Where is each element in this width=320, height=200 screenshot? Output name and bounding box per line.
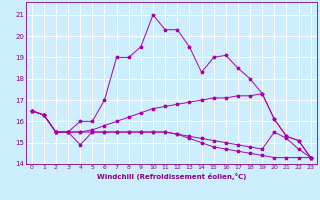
X-axis label: Windchill (Refroidissement éolien,°C): Windchill (Refroidissement éolien,°C) xyxy=(97,173,246,180)
